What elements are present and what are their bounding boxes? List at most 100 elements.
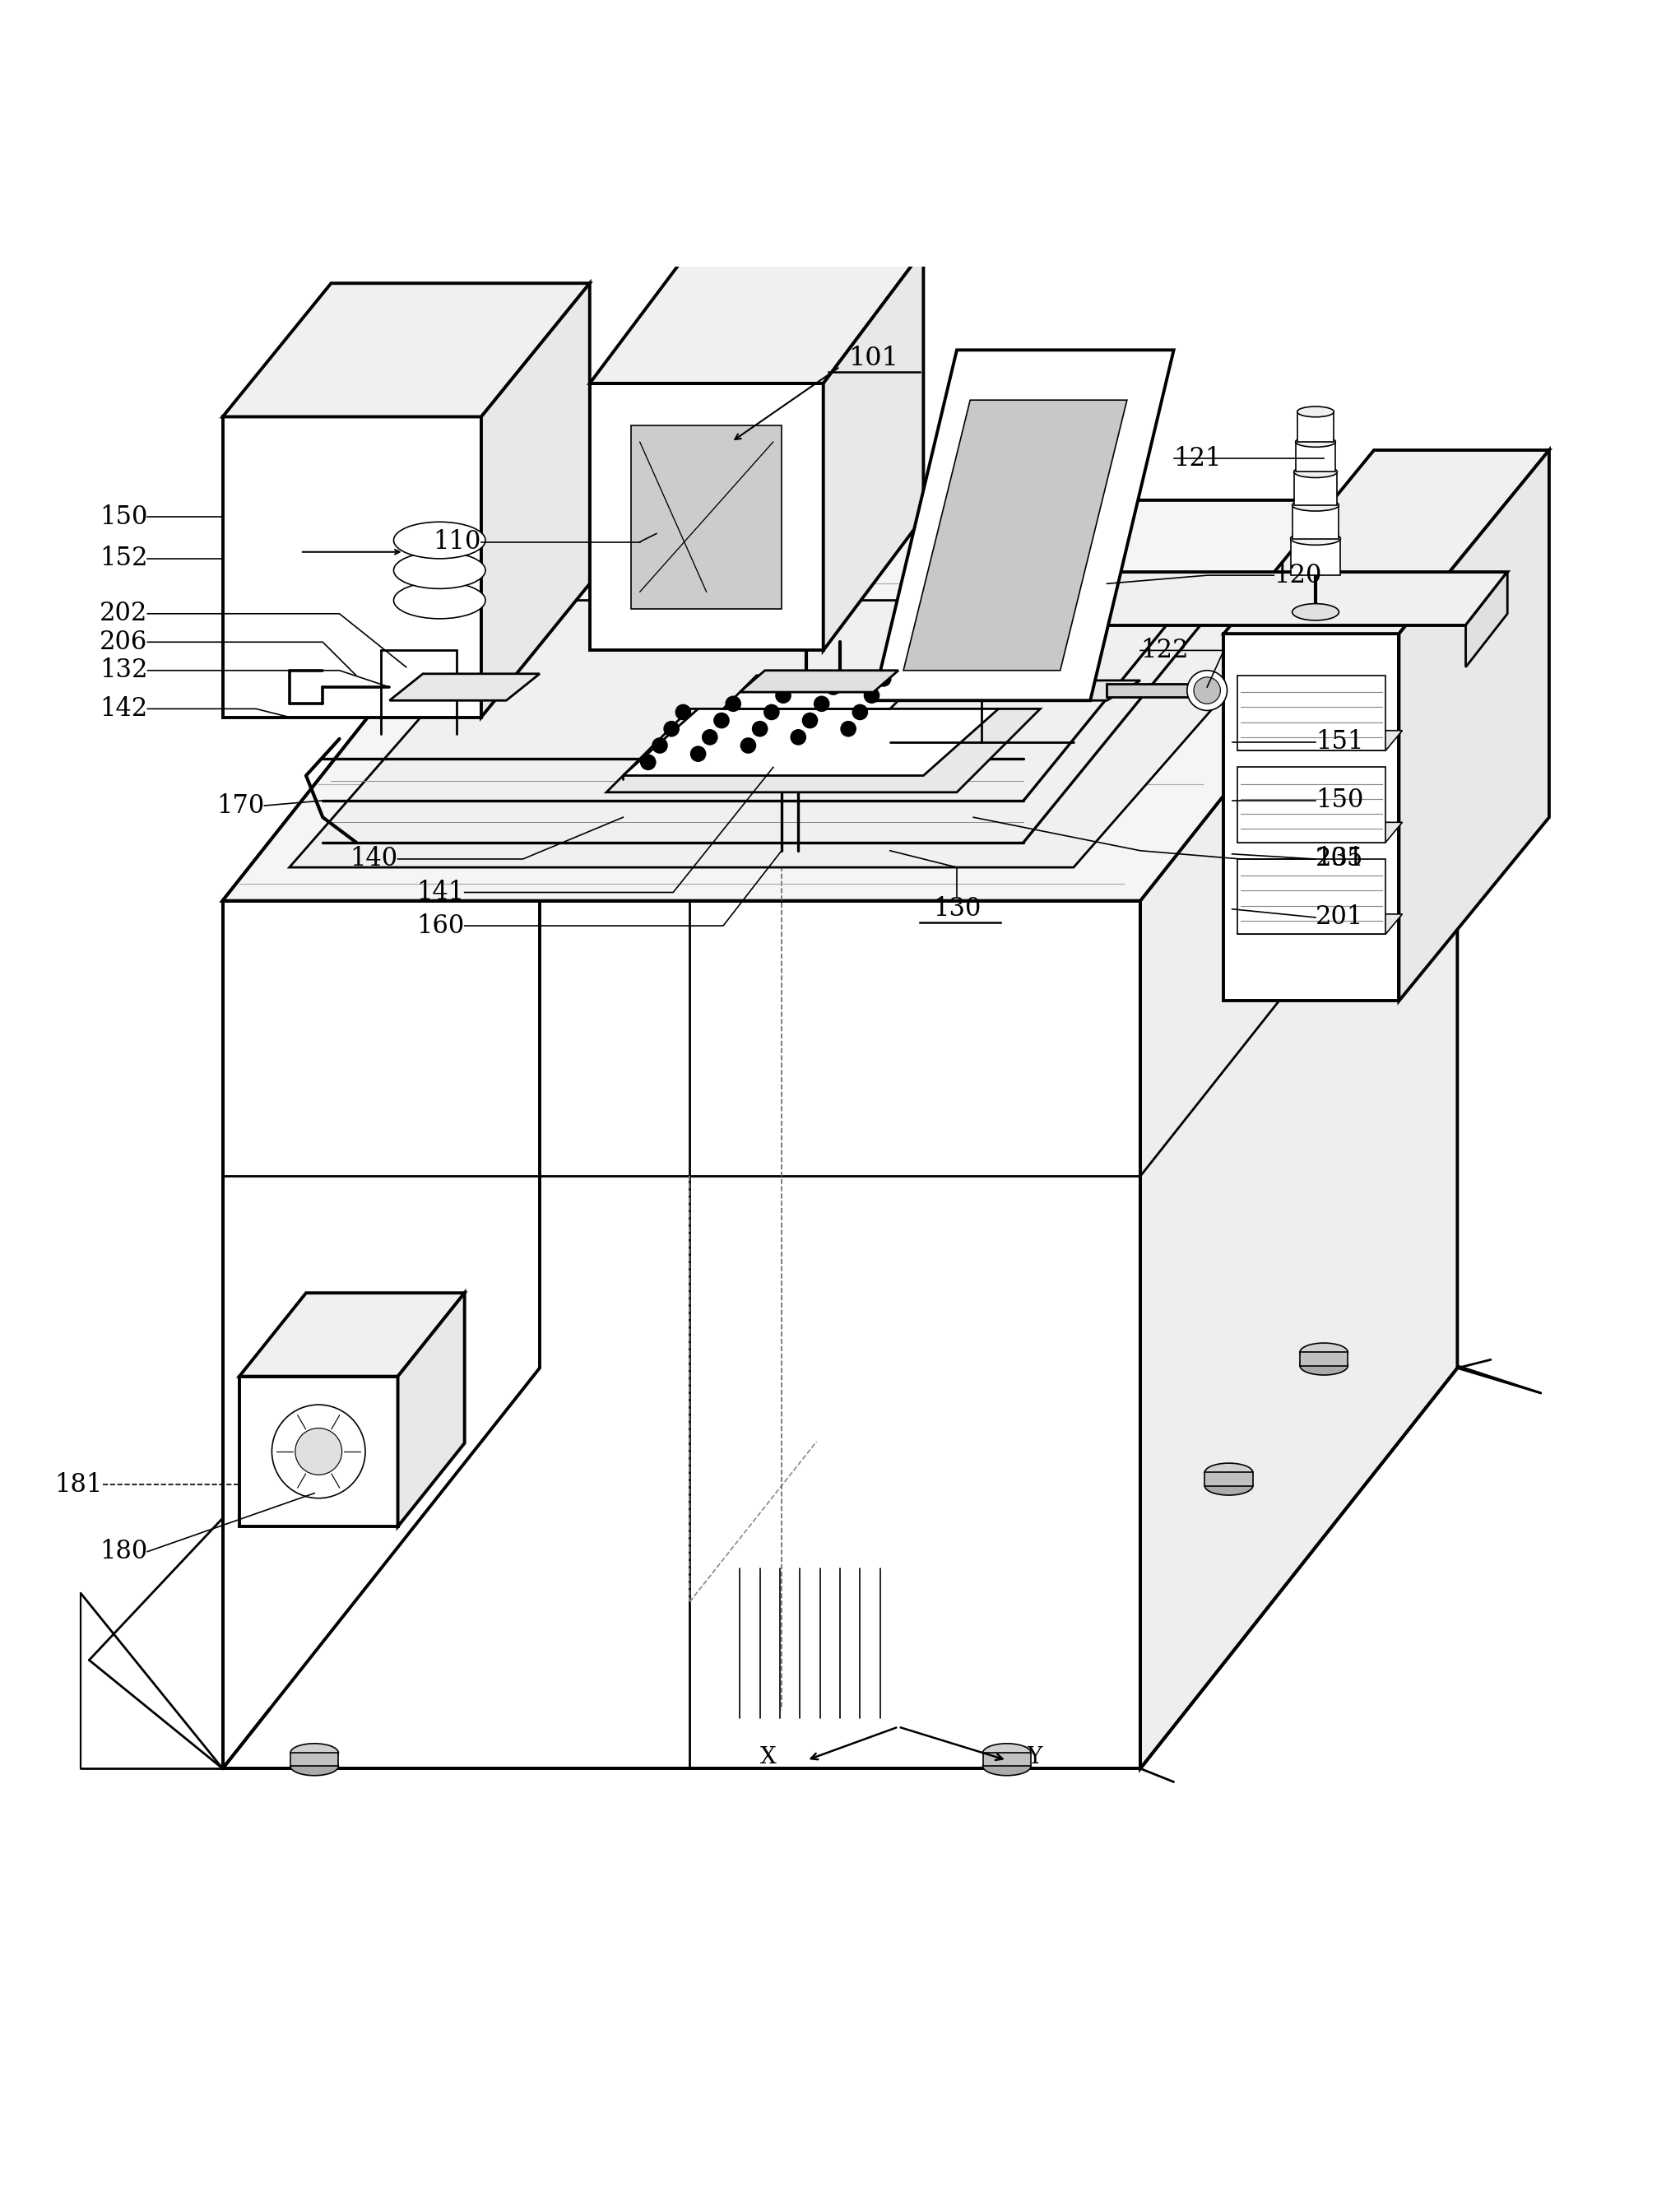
Text: 130: 130 — [932, 896, 981, 923]
Polygon shape — [874, 350, 1174, 700]
Circle shape — [726, 696, 741, 711]
Circle shape — [864, 687, 879, 702]
Ellipse shape — [291, 1757, 338, 1775]
Polygon shape — [1236, 914, 1403, 934]
Circle shape — [714, 713, 729, 729]
Polygon shape — [480, 284, 590, 718]
Polygon shape — [223, 416, 480, 718]
Circle shape — [702, 729, 717, 744]
Ellipse shape — [1205, 1478, 1253, 1495]
Text: 120: 120 — [1273, 562, 1322, 588]
Polygon shape — [632, 425, 781, 608]
Circle shape — [741, 738, 756, 753]
Circle shape — [664, 722, 679, 735]
Polygon shape — [239, 1293, 465, 1376]
Polygon shape — [590, 383, 823, 650]
Ellipse shape — [1294, 467, 1337, 478]
Text: 181: 181 — [54, 1473, 102, 1497]
Polygon shape — [1399, 449, 1549, 1002]
Polygon shape — [722, 676, 924, 709]
Polygon shape — [1294, 471, 1337, 504]
Text: 142: 142 — [99, 696, 148, 722]
Circle shape — [652, 738, 667, 753]
Circle shape — [1194, 676, 1220, 705]
Polygon shape — [1107, 685, 1191, 698]
Circle shape — [675, 705, 690, 720]
Polygon shape — [398, 1293, 465, 1526]
Text: 152: 152 — [99, 546, 148, 570]
Polygon shape — [1292, 504, 1339, 539]
Ellipse shape — [1205, 1462, 1253, 1482]
Circle shape — [1188, 669, 1226, 711]
Polygon shape — [390, 674, 539, 700]
Text: 151: 151 — [1315, 729, 1364, 755]
Text: 101: 101 — [848, 346, 899, 372]
Text: 122: 122 — [1141, 639, 1188, 663]
Polygon shape — [590, 249, 924, 383]
Text: 141: 141 — [417, 879, 465, 905]
Polygon shape — [739, 669, 899, 691]
Text: 131: 131 — [1315, 846, 1364, 872]
Circle shape — [875, 672, 890, 687]
Circle shape — [640, 755, 655, 771]
Polygon shape — [239, 1376, 398, 1526]
Text: 202: 202 — [99, 601, 148, 625]
Circle shape — [803, 713, 818, 729]
Polygon shape — [1223, 449, 1549, 634]
Text: X: X — [761, 1746, 776, 1768]
Ellipse shape — [1295, 436, 1336, 447]
Polygon shape — [1465, 573, 1507, 667]
Circle shape — [776, 687, 791, 702]
Text: 160: 160 — [417, 914, 465, 938]
Text: 170: 170 — [217, 793, 264, 819]
Polygon shape — [223, 500, 1457, 901]
Polygon shape — [1297, 412, 1334, 443]
Ellipse shape — [1292, 603, 1339, 621]
Polygon shape — [223, 901, 1141, 1768]
Polygon shape — [1295, 443, 1336, 471]
Ellipse shape — [1292, 500, 1339, 511]
Circle shape — [272, 1405, 365, 1497]
Polygon shape — [1236, 731, 1403, 751]
Text: 132: 132 — [99, 658, 148, 683]
Polygon shape — [606, 709, 1040, 793]
Polygon shape — [1236, 766, 1386, 843]
Polygon shape — [223, 500, 1457, 901]
Polygon shape — [1141, 500, 1457, 1768]
Polygon shape — [1290, 539, 1341, 575]
Text: 110: 110 — [433, 528, 480, 555]
Text: 150: 150 — [1315, 788, 1364, 813]
Circle shape — [296, 1429, 343, 1475]
Text: 180: 180 — [99, 1539, 148, 1563]
Polygon shape — [1300, 1352, 1347, 1365]
Text: 205: 205 — [1315, 846, 1364, 872]
Polygon shape — [983, 1753, 1032, 1766]
Polygon shape — [1236, 676, 1386, 751]
Ellipse shape — [983, 1744, 1032, 1762]
Circle shape — [791, 729, 806, 744]
Circle shape — [827, 680, 840, 694]
Ellipse shape — [1300, 1356, 1347, 1374]
Text: Y: Y — [1026, 1746, 1042, 1768]
Polygon shape — [1223, 634, 1399, 1002]
Circle shape — [852, 705, 867, 720]
Text: 201: 201 — [1315, 905, 1364, 929]
Ellipse shape — [1300, 1343, 1347, 1361]
Text: 150: 150 — [99, 504, 148, 531]
Text: 140: 140 — [349, 846, 398, 872]
Text: 121: 121 — [1174, 445, 1221, 471]
Polygon shape — [289, 601, 1307, 868]
Ellipse shape — [1297, 407, 1334, 416]
Polygon shape — [623, 709, 998, 775]
Ellipse shape — [393, 553, 486, 588]
Circle shape — [840, 722, 855, 735]
Polygon shape — [1006, 680, 1141, 700]
Polygon shape — [904, 401, 1127, 669]
Circle shape — [815, 696, 830, 711]
Circle shape — [753, 722, 768, 735]
Polygon shape — [823, 249, 924, 650]
Ellipse shape — [393, 581, 486, 619]
Ellipse shape — [1290, 533, 1341, 546]
Text: 206: 206 — [99, 630, 148, 654]
Ellipse shape — [291, 1744, 338, 1762]
